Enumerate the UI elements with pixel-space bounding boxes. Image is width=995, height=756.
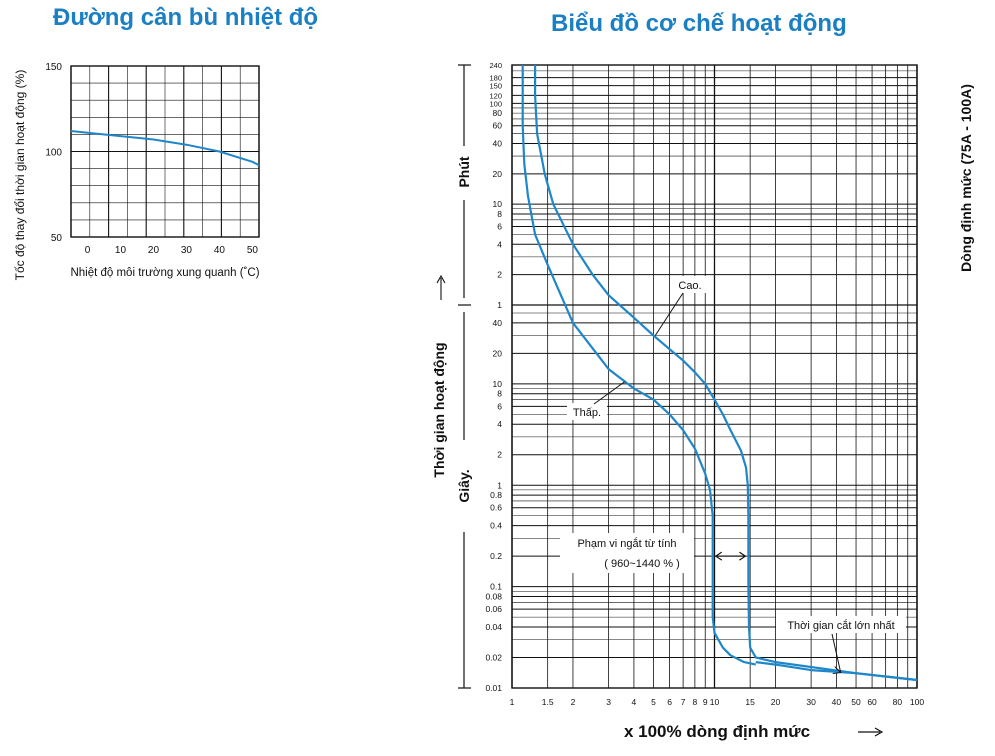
temp-xtick-label: 0 bbox=[85, 245, 91, 256]
op-minute-tick-label: 10 bbox=[493, 199, 503, 209]
op-y-axis-arrow bbox=[436, 274, 446, 300]
op-second-tick-label: 0.02 bbox=[485, 652, 502, 662]
op-minute-tick-label: 240 bbox=[489, 61, 502, 70]
temp-ytick-label: 100 bbox=[45, 148, 62, 159]
op-minute-tick-label: 100 bbox=[489, 99, 502, 108]
temp-xtick-label: 10 bbox=[115, 245, 127, 256]
op-second-tick-label: 6 bbox=[497, 401, 502, 411]
op-minute-tick-label: 6 bbox=[497, 222, 502, 232]
op-second-tick-label: 0.06 bbox=[485, 604, 502, 614]
op-xtick-label: 1.5 bbox=[542, 697, 554, 707]
op-xtick-label: 20 bbox=[771, 697, 781, 707]
op-second-tick-label: 8 bbox=[497, 389, 502, 399]
op-xtick-label: 6 bbox=[667, 697, 672, 707]
op-xtick-label: 9 bbox=[703, 697, 708, 707]
op-curve-low bbox=[521, 65, 757, 666]
op-second-tick-label: 40 bbox=[493, 318, 503, 328]
op-annotation-maxcut: Thời gian cắt lớn nhất bbox=[787, 619, 894, 632]
op-annotation-magnetic-line2: ( 960~1440 % ) bbox=[604, 558, 680, 570]
temp-ytick-label: 150 bbox=[45, 62, 62, 73]
op-minute-tick-label: 1 bbox=[497, 300, 502, 310]
op-annotation-low-bg bbox=[567, 403, 607, 420]
temp-plot-frame bbox=[70, 65, 260, 238]
operation-chart-title: Biểu đồ cơ chế hoạt động bbox=[551, 10, 847, 37]
temperature-chart-title: Đường cân bù nhiệt độ bbox=[53, 4, 319, 31]
op-annotation-maxcut-bg bbox=[776, 616, 906, 633]
op-x-axis-arrow bbox=[858, 727, 884, 737]
op-minute-tick-label: 80 bbox=[493, 108, 503, 118]
op-plot-frame bbox=[511, 64, 918, 689]
op-magnetic-arrow-right-head bbox=[739, 551, 747, 561]
op-minute-tick-label: 4 bbox=[497, 239, 502, 249]
op-minute-tick-label: 8 bbox=[497, 209, 502, 219]
op-annotation-maxcut-leader bbox=[831, 633, 842, 675]
op-annotation-high-leader bbox=[654, 292, 684, 336]
temp-xtick-label: 50 bbox=[247, 245, 259, 256]
op-rated-current-label: Dòng định mức (75A - 100A) bbox=[958, 84, 974, 272]
temp-x-axis-label: Nhiệt độ môi trường xung quanh (˚C) bbox=[70, 267, 259, 279]
op-second-tick-label: 10 bbox=[493, 379, 503, 389]
op-second-tick-label: 1 bbox=[497, 480, 502, 490]
op-curve-high bbox=[533, 65, 918, 682]
op-xtick-label: 15 bbox=[745, 697, 755, 707]
op-curve-max-cut bbox=[755, 661, 918, 682]
op-annotation-low: Thấp. bbox=[573, 407, 601, 419]
op-second-tick-label: 0.04 bbox=[485, 622, 502, 632]
temp-xtick-label: 40 bbox=[214, 245, 226, 256]
op-xtick-label: 4 bbox=[632, 697, 637, 707]
op-second-tick-label: 2 bbox=[497, 450, 502, 460]
op-annotation-magnetic-bg bbox=[560, 533, 694, 573]
op-xtick-label: 80 bbox=[893, 697, 903, 707]
op-xtick-label: 8 bbox=[693, 697, 698, 707]
op-xtick-label: 7 bbox=[681, 697, 686, 707]
op-annotation-magnetic-line1: Phạm vi ngắt từ tính bbox=[577, 537, 676, 550]
op-second-tick-label: 0.2 bbox=[490, 551, 502, 561]
op-minute-tick-label: 2 bbox=[497, 270, 502, 280]
op-second-tick-label: 0.1 bbox=[490, 582, 502, 592]
op-second-tick-label: 4 bbox=[497, 419, 502, 429]
op-xtick-label: 2 bbox=[571, 697, 576, 707]
op-second-tick-label: 0.08 bbox=[485, 591, 502, 601]
temp-xtick-label: 30 bbox=[181, 245, 193, 256]
op-minute-tick-label: 150 bbox=[489, 82, 502, 91]
op-xtick-label: 30 bbox=[806, 697, 816, 707]
op-minute-tick-label: 60 bbox=[493, 121, 503, 131]
op-x-axis-label: x 100% dòng định mức bbox=[624, 722, 810, 741]
op-xtick-label: 3 bbox=[606, 697, 611, 707]
op-xtick-label: 5 bbox=[651, 697, 656, 707]
temp-y-axis-label: Tốc độ thay đổi thời gian hoạt động (%) bbox=[13, 70, 27, 281]
temperature-chart: 0 10 20 30 40 50 50 100 150 Nhiệt độ môi trường x… bbox=[13, 62, 260, 280]
op-minute-tick-label: 180 bbox=[489, 74, 502, 83]
temp-compensation-curve bbox=[70, 130, 260, 167]
op-minute-tick-label: 120 bbox=[489, 91, 502, 100]
op-magnetic-arrow-left-head bbox=[714, 551, 723, 561]
op-xtick-label: 40 bbox=[832, 697, 842, 707]
temp-ytick-label: 50 bbox=[51, 233, 63, 244]
op-xtick-label: 100 bbox=[910, 697, 924, 707]
op-minutes-label: Phút bbox=[456, 156, 472, 187]
op-xtick-label: 10 bbox=[710, 697, 720, 707]
temp-xtick-label: 20 bbox=[148, 245, 160, 256]
op-second-tick-label: 0.4 bbox=[490, 521, 502, 531]
op-y-axis-label: Thời gian hoạt động bbox=[431, 342, 447, 477]
op-second-tick-label: 20 bbox=[493, 348, 503, 358]
op-second-tick-label: 0.01 bbox=[485, 683, 502, 693]
operation-chart: 2401801501201008060402010864214020108642… bbox=[431, 61, 974, 741]
op-annotation-low-leader bbox=[593, 381, 625, 405]
op-xtick-label: 1 bbox=[510, 697, 515, 707]
op-second-tick-label: 0.6 bbox=[490, 503, 502, 513]
op-annotation-high: Cao. bbox=[678, 280, 701, 292]
op-second-tick-label: 0.8 bbox=[490, 490, 502, 500]
op-annotation-high-bg bbox=[672, 276, 710, 293]
op-minute-tick-label: 20 bbox=[493, 169, 503, 179]
op-xtick-label: 60 bbox=[867, 697, 877, 707]
op-seconds-label: Giây. bbox=[456, 469, 472, 502]
op-minute-tick-label: 40 bbox=[493, 138, 503, 148]
op-xtick-label: 50 bbox=[851, 697, 861, 707]
